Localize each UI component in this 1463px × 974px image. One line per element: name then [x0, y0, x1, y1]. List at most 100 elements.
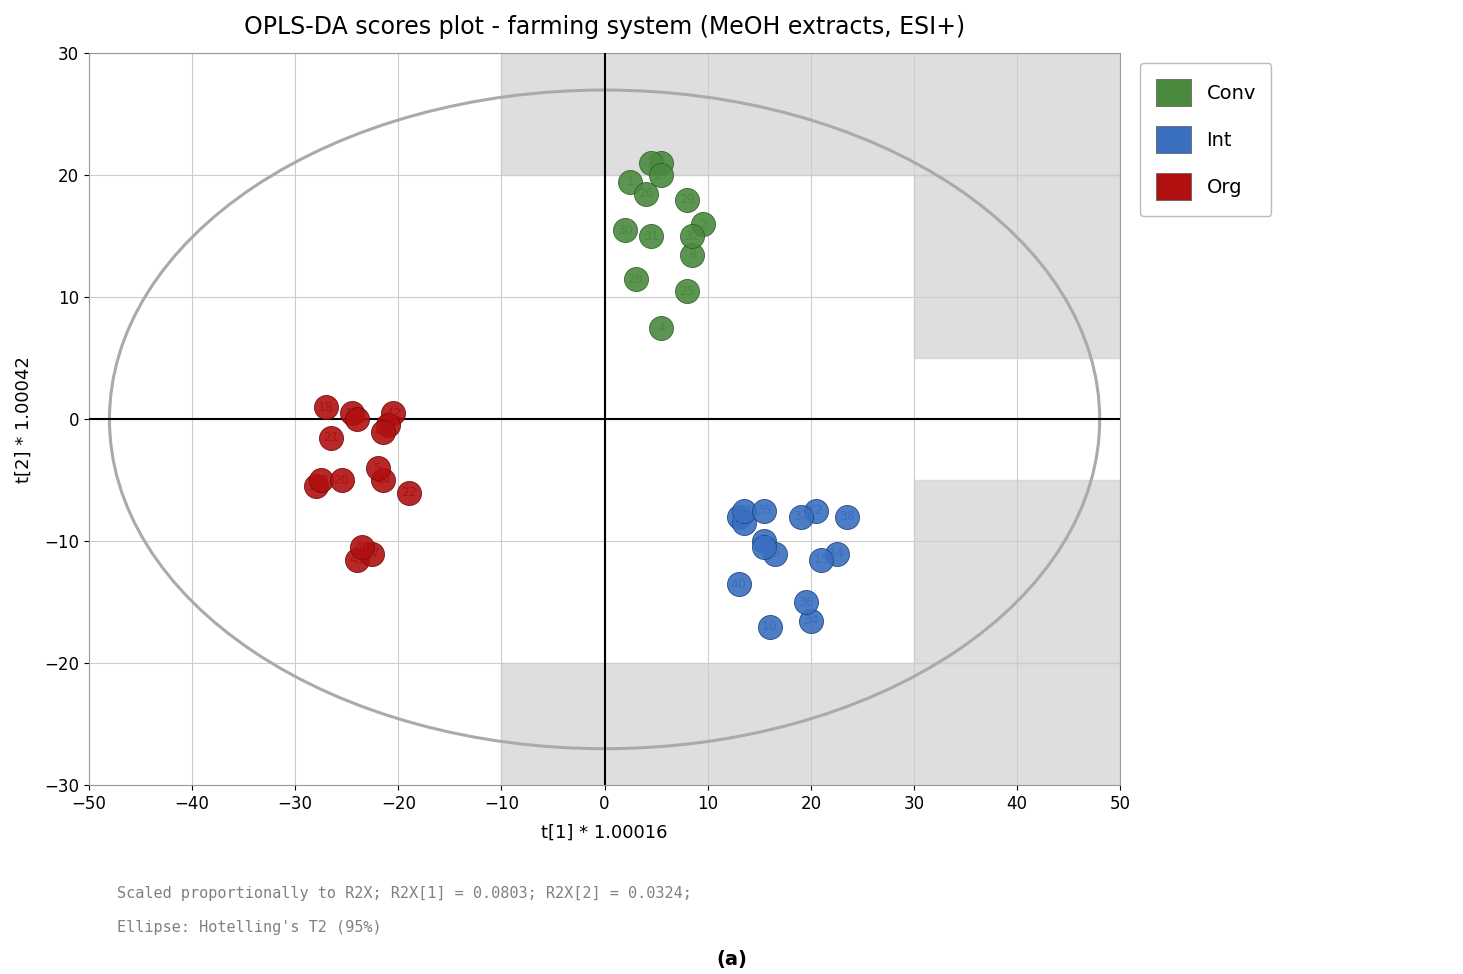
Text: 10: 10: [762, 620, 777, 633]
Text: 5: 5: [373, 462, 382, 474]
Text: 37: 37: [793, 510, 809, 523]
Point: [676, 283, 699, 299]
Point: [650, 320, 673, 336]
Point: [753, 534, 777, 549]
Point: [680, 247, 704, 263]
Text: 44: 44: [375, 474, 391, 487]
Text: 48: 48: [313, 474, 329, 487]
Text: 21: 21: [323, 431, 339, 444]
Text: 35: 35: [756, 505, 772, 517]
Point: [623, 272, 647, 287]
Text: 1: 1: [626, 175, 635, 188]
Text: 27: 27: [654, 169, 669, 182]
Text: Ellipse: Hotelling's T2 (95%): Ellipse: Hotelling's T2 (95%): [117, 920, 382, 935]
Point: [835, 509, 859, 525]
Point: [372, 472, 395, 488]
Text: 12: 12: [808, 505, 824, 517]
Point: [758, 618, 781, 634]
Point: [633, 186, 657, 202]
Point: [805, 503, 828, 518]
Text: 31: 31: [644, 230, 658, 243]
Text: 13: 13: [736, 516, 752, 530]
Point: [345, 412, 369, 428]
Point: [341, 405, 364, 421]
Text: Scaled proportionally to R2X; R2X[1] = 0.0803; R2X[2] = 0.0324;: Scaled proportionally to R2X; R2X[1] = 0…: [117, 886, 692, 901]
Point: [650, 156, 673, 171]
Point: [676, 192, 699, 207]
Point: [329, 472, 353, 488]
Point: [372, 424, 395, 439]
Text: 42: 42: [385, 407, 401, 420]
Text: 6: 6: [771, 547, 778, 560]
Point: [809, 552, 832, 568]
Text: 18: 18: [317, 400, 334, 414]
Point: [366, 461, 389, 476]
Point: [799, 613, 822, 628]
Text: 43: 43: [380, 419, 396, 431]
Text: 39: 39: [756, 535, 772, 547]
X-axis label: t[1] * 1.00016: t[1] * 1.00016: [541, 824, 667, 843]
Bar: [502, 54, 1121, 175]
Text: 25: 25: [679, 284, 695, 298]
Text: 46: 46: [350, 413, 364, 426]
Text: 15: 15: [813, 553, 830, 566]
Point: [732, 503, 755, 518]
Point: [345, 552, 369, 568]
Text: 20: 20: [334, 474, 350, 487]
Point: [382, 405, 405, 421]
Text: 14: 14: [830, 547, 844, 560]
Text: 45: 45: [375, 425, 391, 438]
Point: [309, 472, 332, 488]
Point: [753, 503, 777, 518]
Legend: Conv, Int, Org: Conv, Int, Org: [1140, 63, 1271, 215]
Point: [361, 545, 385, 561]
Text: 38: 38: [840, 510, 854, 523]
Text: 41: 41: [350, 553, 364, 566]
Bar: [502, 663, 1121, 785]
Point: [691, 216, 714, 232]
Point: [680, 229, 704, 244]
Text: 47: 47: [364, 547, 380, 560]
Text: 28: 28: [628, 273, 644, 285]
Point: [794, 594, 818, 610]
Point: [727, 509, 751, 525]
Text: 29: 29: [679, 193, 695, 206]
Point: [789, 509, 812, 525]
Text: 49: 49: [354, 541, 370, 554]
Y-axis label: t[2] * 1.00042: t[2] * 1.00042: [15, 356, 34, 483]
Text: 26: 26: [638, 187, 654, 201]
Bar: [914, 480, 1121, 663]
Bar: [914, 175, 1121, 358]
Text: 4: 4: [657, 321, 666, 334]
Text: 33: 33: [736, 505, 752, 517]
Text: 32: 32: [685, 230, 701, 243]
Point: [319, 430, 342, 445]
Point: [304, 478, 328, 494]
Point: [650, 168, 673, 183]
Text: 30: 30: [617, 224, 633, 237]
Text: 40: 40: [730, 578, 746, 590]
Text: 11: 11: [732, 510, 746, 523]
Text: 8: 8: [688, 248, 696, 261]
Point: [351, 540, 375, 555]
Point: [376, 418, 399, 433]
Point: [764, 545, 787, 561]
Title: OPLS-DA scores plot - farming system (MeOH extracts, ESI+): OPLS-DA scores plot - farming system (Me…: [244, 15, 966, 39]
Point: [396, 485, 420, 501]
Text: 2: 2: [699, 218, 707, 231]
Point: [639, 229, 663, 244]
Text: 36: 36: [797, 596, 813, 609]
Text: 34: 34: [803, 615, 819, 627]
Text: 24: 24: [344, 407, 360, 420]
Text: 23: 23: [307, 480, 323, 493]
Text: (a): (a): [715, 950, 748, 969]
Point: [732, 515, 755, 531]
Text: 7: 7: [647, 157, 655, 169]
Point: [315, 399, 338, 415]
Point: [825, 545, 849, 561]
Text: 3: 3: [657, 157, 666, 169]
Point: [753, 540, 777, 555]
Text: 22: 22: [401, 486, 417, 499]
Point: [613, 222, 636, 238]
Text: 9: 9: [761, 541, 768, 554]
